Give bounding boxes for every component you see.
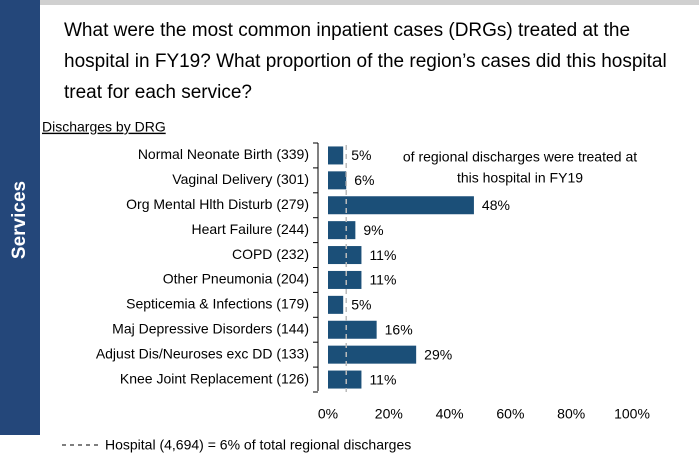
category-label: Other Pneumonia (204) [163, 271, 309, 287]
category-label: Vaginal Delivery (301) [172, 171, 309, 187]
value-label: 16% [385, 321, 413, 337]
sidebar [0, 0, 40, 435]
bar [328, 370, 362, 389]
section-label: Services [9, 181, 30, 259]
value-label: 48% [482, 197, 510, 213]
value-label: 5% [351, 297, 371, 313]
x-tick-label: 40% [436, 406, 464, 422]
subtitle: Discharges by DRG [42, 119, 166, 135]
title-line: treat for each service? [64, 82, 252, 103]
top-strip [40, 0, 699, 5]
legend-label: Hospital (4,694) = 6% of total regional … [105, 437, 411, 453]
bar [328, 320, 377, 339]
category-label: Heart Failure (244) [192, 221, 310, 237]
category-label: Knee Joint Replacement (126) [120, 370, 309, 386]
bar [328, 345, 417, 364]
bar [328, 270, 362, 289]
title-line: What were the most common inpatient case… [64, 20, 630, 41]
value-label: 9% [363, 222, 383, 238]
bar [328, 246, 362, 265]
bar [328, 221, 356, 240]
x-tick-label: 0% [318, 406, 338, 422]
x-tick-label: 60% [496, 406, 524, 422]
annotation: of regional discharges were treated at [403, 149, 637, 165]
value-label: 29% [424, 346, 452, 362]
x-tick-label: 100% [614, 406, 650, 422]
bar [328, 295, 344, 314]
category-label: Normal Neonate Birth (339) [138, 146, 309, 162]
x-tick-label: 20% [375, 406, 403, 422]
value-label: 11% [369, 272, 396, 288]
category-label: Septicemia & Infections (179) [126, 296, 309, 312]
bar [328, 196, 474, 215]
x-tick-label: 80% [557, 406, 585, 422]
annotation: this hospital in FY19 [457, 170, 583, 186]
value-label: 5% [351, 147, 371, 163]
bar [328, 146, 344, 165]
value-label: 6% [354, 172, 374, 188]
value-label: 11% [369, 371, 396, 387]
category-label: Maj Depressive Disorders (144) [112, 320, 309, 336]
category-label: Org Mental Hlth Disturb (279) [126, 196, 309, 212]
bar [328, 171, 347, 190]
category-label: Adjust Dis/Neuroses exc DD (133) [96, 345, 309, 361]
category-label: COPD (232) [232, 246, 309, 262]
value-label: 11% [369, 247, 396, 263]
title-line: hospital in FY19? What proportion of the… [64, 51, 667, 72]
